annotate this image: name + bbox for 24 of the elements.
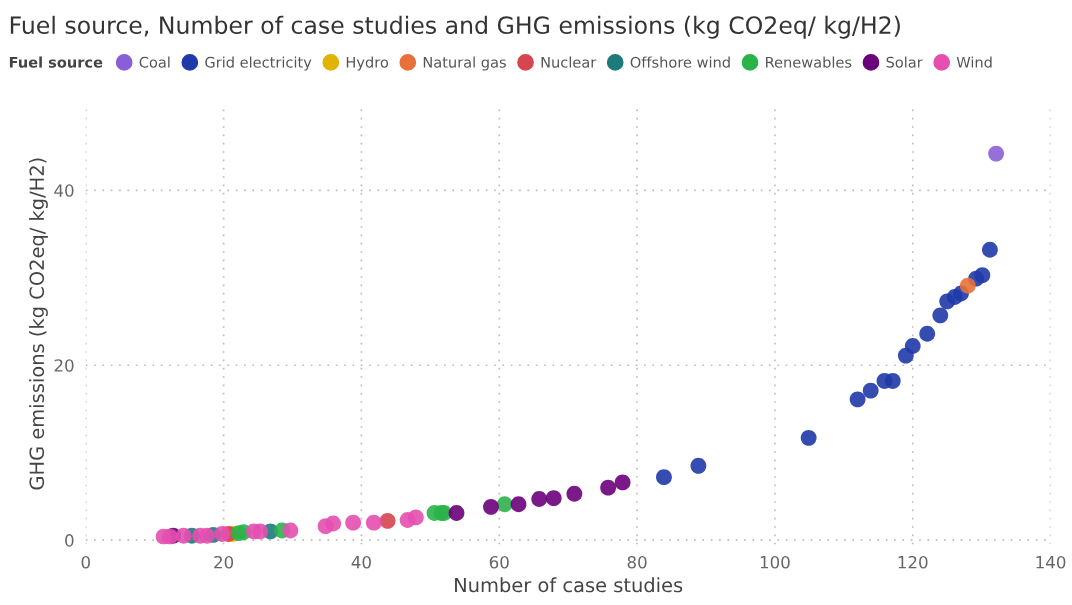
x-tick-label: 100 bbox=[760, 555, 790, 569]
x-tick-label: 20 bbox=[214, 555, 234, 569]
x-tick-label: 40 bbox=[351, 555, 371, 569]
y-tick-label: 0 bbox=[65, 534, 74, 547]
y-axis-title: GHG emissions (kg CO2eq/ kg/H2) bbox=[29, 158, 48, 490]
chart-title: Fuel source, Number of case studies and GHG emissions (kg CO2eq/ kg/H2) bbox=[10, 15, 900, 39]
y-tick-label: 40 bbox=[54, 184, 74, 197]
x-tick-label: 80 bbox=[627, 555, 647, 569]
legend-label: Natural gas bbox=[423, 56, 506, 71]
legend-label: Grid electricity bbox=[205, 56, 312, 71]
legend-label: Nuclear bbox=[541, 56, 597, 68]
x-tick-label: 140 bbox=[1036, 555, 1066, 569]
legend-label: Offshore wind bbox=[630, 56, 730, 68]
y-tick-label: 20 bbox=[54, 359, 74, 372]
x-axis-title: Number of case studies bbox=[455, 577, 683, 593]
legend-label: Solar bbox=[886, 56, 923, 68]
legend-title: Fuel source bbox=[9, 56, 103, 68]
legend-label: Hydro bbox=[346, 56, 389, 71]
legend-label: Coal bbox=[139, 56, 170, 68]
legend-label: Renewables bbox=[766, 56, 852, 68]
legend-label: Wind bbox=[956, 56, 992, 68]
x-tick-label: 120 bbox=[898, 555, 928, 569]
x-tick-label: 60 bbox=[489, 555, 509, 569]
x-tick-label: 0 bbox=[81, 555, 90, 569]
